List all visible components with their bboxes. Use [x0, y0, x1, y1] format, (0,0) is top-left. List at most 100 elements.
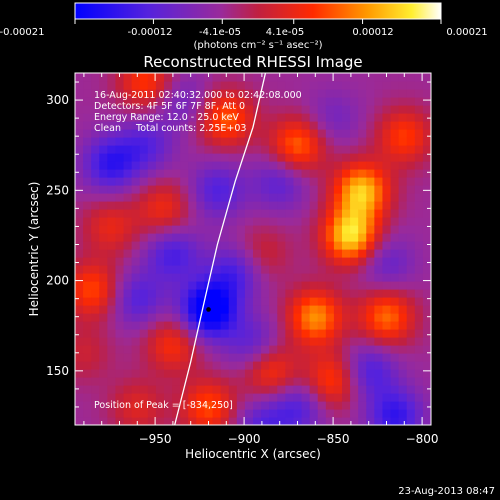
heatmap-cell	[390, 217, 400, 226]
heatmap-cell	[83, 193, 92, 202]
heatmap-cell	[366, 297, 375, 306]
heatmap-cell	[414, 353, 424, 362]
heatmap-cell	[172, 225, 181, 234]
heatmap-cell	[83, 209, 92, 218]
heatmap-cell	[253, 249, 262, 258]
heatmap-cell	[164, 209, 173, 218]
heatmap-cell	[172, 137, 181, 146]
heatmap-cell	[196, 353, 206, 362]
heatmap-cell	[212, 177, 222, 186]
heatmap-cell	[398, 89, 408, 98]
heatmap-cell	[406, 81, 416, 90]
heatmap-cell	[366, 305, 375, 314]
heatmap-cell	[228, 209, 238, 218]
heatmap-cell	[301, 185, 311, 194]
heatmap-cell	[293, 361, 303, 370]
heatmap-cell	[147, 329, 157, 338]
heatmap-cell	[220, 265, 230, 274]
heatmap-cell	[204, 257, 214, 266]
heatmap-cell	[366, 361, 375, 370]
heatmap-cell	[83, 89, 92, 98]
heatmap-cell	[244, 97, 254, 106]
heatmap-cell	[180, 273, 189, 282]
heatmap-cell	[293, 81, 303, 90]
heatmap-cell	[422, 305, 431, 314]
heatmap-cell	[398, 81, 408, 90]
heatmap-cell	[366, 233, 375, 242]
heatmap-cell	[228, 89, 238, 98]
heatmap-cell	[269, 153, 278, 162]
heatmap-cell	[99, 401, 108, 410]
heatmap-cell	[147, 305, 157, 314]
heatmap-cell	[204, 177, 214, 186]
heatmap-cell	[147, 177, 157, 186]
heatmap-cell	[253, 305, 262, 314]
y-axis-label: Heliocentric Y (arcsec)	[27, 182, 41, 317]
heatmap-cell	[301, 345, 311, 354]
heatmap-cell	[261, 161, 270, 170]
heatmap-cell	[390, 137, 400, 146]
heatmap-cell	[406, 409, 416, 418]
heatmap-cell	[212, 113, 222, 122]
heatmap-cell	[115, 169, 125, 178]
heatmap-cell	[123, 385, 133, 394]
heatmap-cell	[374, 289, 384, 298]
heatmap-cell	[366, 241, 375, 250]
heatmap-cell	[164, 217, 173, 226]
heatmap-cell	[244, 305, 254, 314]
heatmap-cell	[406, 257, 416, 266]
heatmap-cell	[139, 329, 149, 338]
heatmap-cell	[164, 201, 173, 210]
heatmap-cell	[253, 81, 262, 90]
heatmap-cell	[317, 153, 327, 162]
heatmap-cell	[358, 289, 367, 298]
heatmap-cell	[220, 305, 230, 314]
heatmap-cell	[317, 185, 327, 194]
heatmap-cell	[253, 361, 262, 370]
heatmap-cell	[131, 145, 141, 154]
heatmap-cell	[75, 209, 84, 218]
heatmap-cell	[139, 265, 149, 274]
heatmap-cell	[398, 193, 408, 202]
heatmap-cell	[220, 177, 230, 186]
heatmap-cell	[358, 121, 367, 130]
heatmap-cell	[293, 369, 303, 378]
heatmap-cell	[99, 345, 108, 354]
heatmap-cell	[398, 185, 408, 194]
heatmap-cell	[75, 121, 84, 130]
heatmap-cell	[309, 217, 319, 226]
heatmap-cell	[180, 345, 189, 354]
heatmap-cell	[366, 249, 375, 258]
heatmap-cell	[333, 105, 343, 114]
heatmap-cell	[220, 193, 230, 202]
heatmap-cell	[309, 145, 319, 154]
heatmap-cell	[139, 193, 149, 202]
heatmap-cell	[293, 209, 303, 218]
heatmap-cell	[277, 289, 286, 298]
heatmap-cell	[115, 281, 125, 290]
colorbar-unit-label: (photons cm⁻² s⁻¹ asec⁻²)	[193, 40, 322, 51]
heatmap-cell	[342, 185, 351, 194]
heatmap-cell	[204, 353, 214, 362]
heatmap-cell	[83, 137, 92, 146]
heatmap-cell	[228, 393, 238, 402]
heatmap-cell	[155, 321, 165, 330]
heatmap-cell	[196, 329, 206, 338]
heatmap-cell	[406, 345, 416, 354]
heatmap-cell	[253, 153, 262, 162]
heatmap-cell	[309, 289, 319, 298]
heatmap-cell	[91, 417, 100, 425]
heatmap-cell	[83, 81, 92, 90]
heatmap-cell	[147, 353, 157, 362]
heatmap-cell	[236, 217, 246, 226]
heatmap-cell	[422, 273, 431, 282]
heatmap-cell	[188, 385, 197, 394]
heatmap-cell	[325, 161, 335, 170]
heatmap-cell	[374, 401, 384, 410]
heatmap-cell	[236, 73, 246, 82]
heatmap-cell	[115, 329, 125, 338]
heatmap-cell	[414, 121, 424, 130]
heatmap-cell	[350, 145, 359, 154]
chart-title: Reconstructed RHESSI Image	[143, 53, 362, 71]
heatmap-cell	[244, 297, 254, 306]
